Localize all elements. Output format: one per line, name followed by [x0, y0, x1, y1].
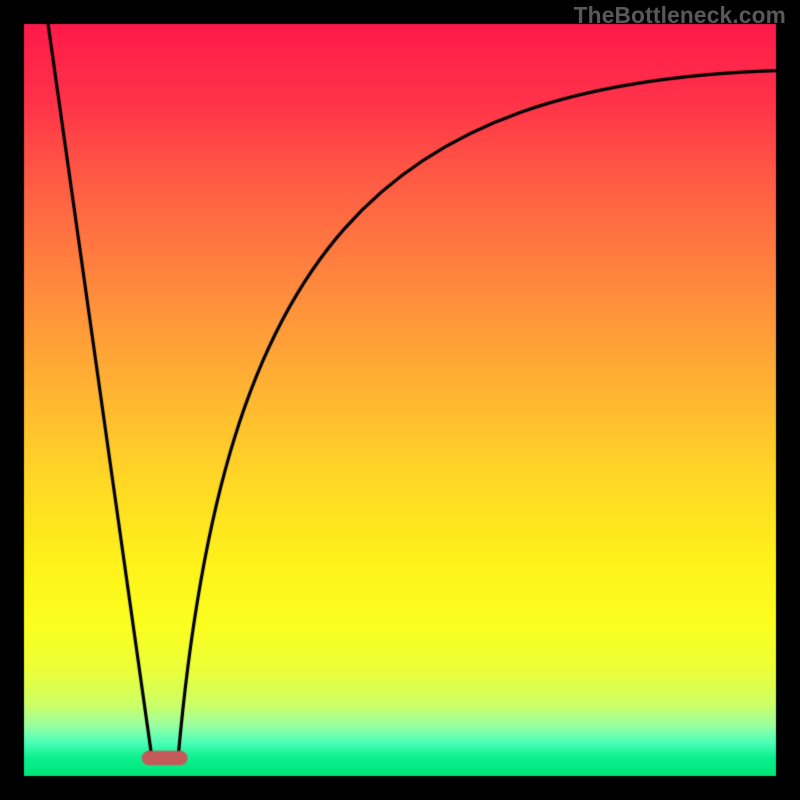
bottleneck-chart: [0, 0, 800, 800]
watermark-label: TheBottleneck.com: [574, 2, 786, 29]
